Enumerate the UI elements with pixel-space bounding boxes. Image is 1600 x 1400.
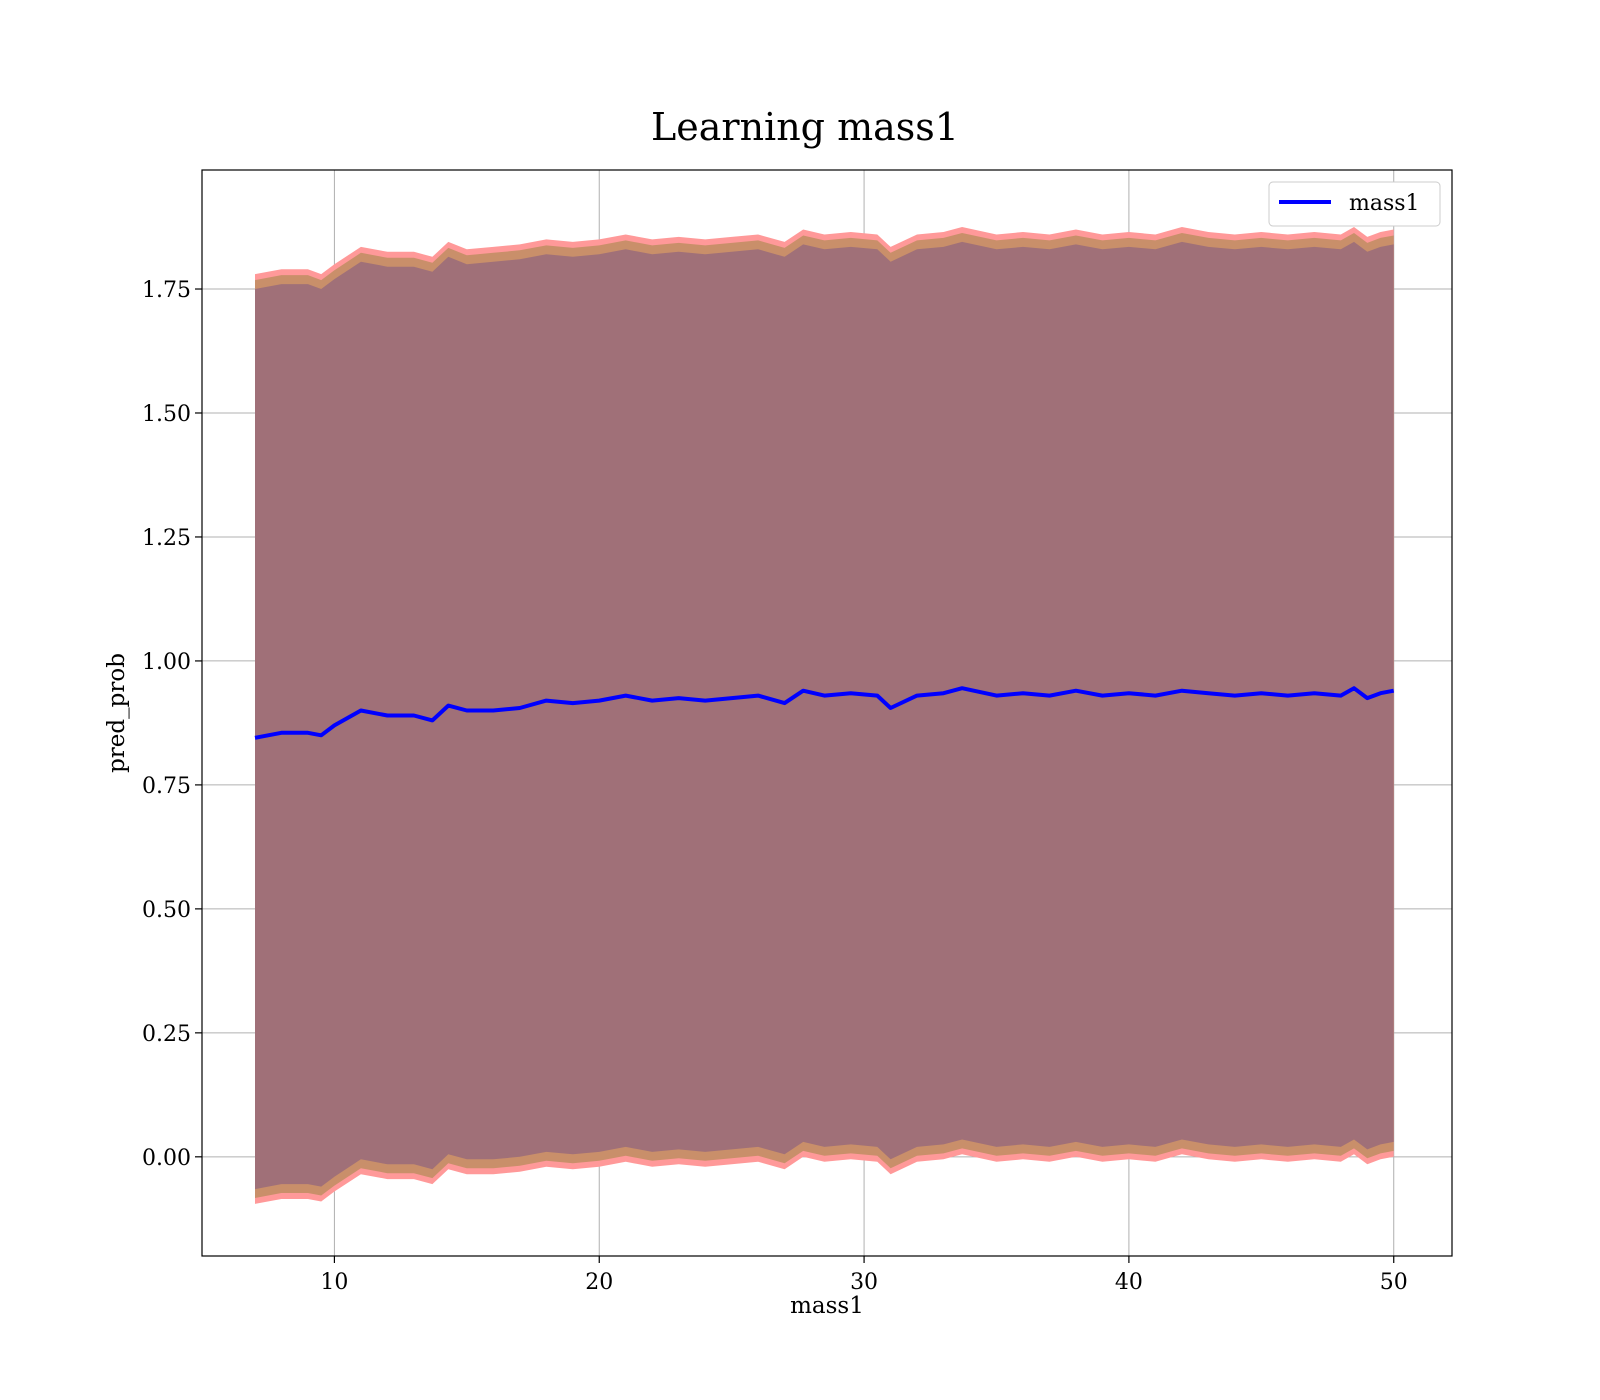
y-tick-label: 1.00 [142, 650, 191, 675]
legend-frame [1268, 181, 1441, 227]
x-axis-label: mass1 [790, 1293, 864, 1319]
y-tick-label: 0.25 [142, 1022, 191, 1047]
y-tick-label: 0.50 [142, 898, 191, 923]
y-tick-label: 1.25 [142, 526, 191, 551]
uncertainty-band-inner [255, 241, 1394, 1190]
legend-label: mass1 [1349, 191, 1420, 216]
legend: mass1 [1268, 181, 1441, 227]
x-tick-label: 10 [320, 1270, 348, 1295]
x-tick-label: 40 [1115, 1270, 1143, 1295]
y-axis: 0.00 0.25 0.50 0.75 1.00 1.25 1.50 1.75 [142, 278, 202, 1171]
y-axis-label: pred_prob [104, 653, 130, 773]
x-tick-label: 30 [850, 1270, 878, 1295]
y-tick-label: 0.00 [142, 1146, 191, 1171]
y-tick-label: 0.75 [142, 774, 191, 799]
y-tick-label: 1.50 [142, 402, 191, 427]
series-line-mass1 [254, 686, 1395, 740]
chart-title: Learning mass1 [651, 105, 959, 149]
line-layer [254, 686, 1395, 740]
x-tick-label: 20 [585, 1270, 613, 1295]
plot-frame [201, 169, 1453, 1257]
x-axis: 10 20 30 40 50 [320, 1256, 1408, 1295]
x-tick-label: 50 [1380, 1270, 1408, 1295]
y-tick-label: 1.75 [142, 278, 191, 303]
band-layer [255, 227, 1394, 1204]
